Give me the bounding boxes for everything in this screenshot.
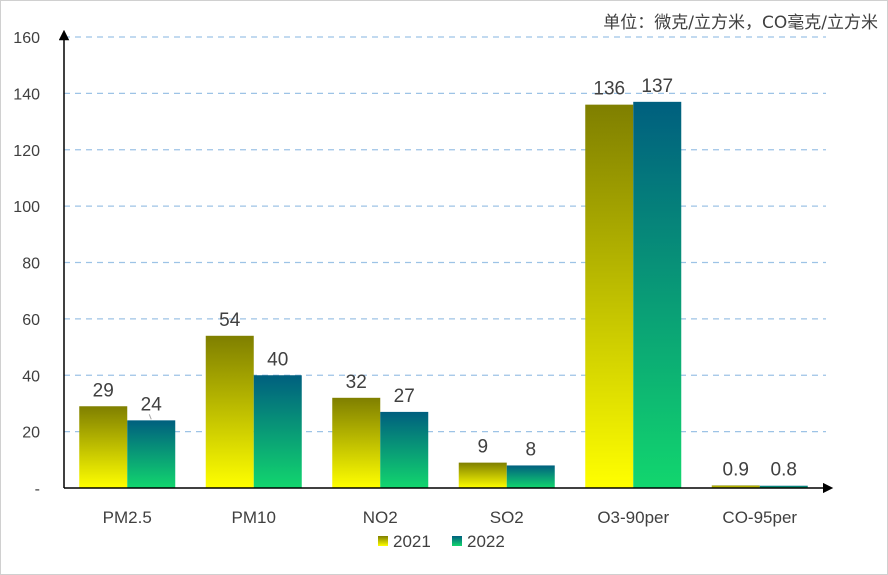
- bar-2021-O3-90per: [585, 104, 634, 489]
- y-tick-label: 120: [13, 143, 40, 160]
- bar-2022-SO2: [506, 465, 555, 488]
- bar-2022-PM2.5: [127, 420, 176, 488]
- y-tick-label: 160: [13, 30, 40, 47]
- x-tick-label: PM2.5: [103, 508, 152, 527]
- unit-label: 单位：微克/立方米，CO毫克/立方米: [603, 13, 878, 33]
- y-tick-label: 20: [22, 425, 40, 442]
- bar-2021-PM10: [205, 335, 254, 488]
- y-tick-label: 80: [22, 256, 40, 273]
- data-label: 54: [219, 310, 241, 331]
- bar-2021-PM2.5: [79, 406, 128, 488]
- data-label: 9: [477, 437, 488, 458]
- bar-2022-PM10: [253, 375, 302, 488]
- x-tick-label: O3-90per: [597, 508, 669, 527]
- legend-label-2021: 2021: [393, 532, 431, 551]
- data-label: 32: [346, 372, 367, 393]
- x-tick-label: NO2: [363, 508, 398, 527]
- data-label: 8: [525, 439, 536, 460]
- legend-swatch-2022: [452, 536, 462, 546]
- data-labels: 29 24 54 40 32 27 9 8 136 137 0.9 0.8: [93, 76, 797, 481]
- legend-swatch-2021: [378, 536, 388, 546]
- data-label: 0.9: [723, 459, 749, 480]
- label-leader-line: [148, 414, 152, 420]
- axes: - 20 40 60 80 100 120 140 160 PM2.5 PM10 NO2 SO2 O3-9…: [13, 29, 834, 527]
- x-tick-label: PM10: [232, 508, 276, 527]
- y-tick-label: 60: [22, 312, 40, 329]
- legend-label-2022: 2022: [467, 532, 505, 551]
- y-tick-label: 40: [22, 368, 40, 385]
- data-label: 29: [93, 380, 114, 401]
- legend: 2021 2022: [378, 532, 505, 551]
- bar-2021-SO2: [458, 462, 507, 488]
- y-tick-label: 140: [13, 86, 40, 103]
- bar-2022-CO-95per: [759, 485, 808, 488]
- y-tick-label: 100: [13, 199, 40, 216]
- y-tick-label: -: [35, 481, 40, 498]
- data-label: 40: [267, 349, 288, 370]
- data-label: 136: [593, 79, 625, 100]
- data-label: 27: [394, 386, 415, 407]
- data-label: 0.8: [771, 460, 797, 481]
- data-label: 137: [641, 76, 673, 97]
- bar-2021-CO-95per: [711, 485, 760, 488]
- gridlines: [64, 36, 826, 433]
- x-tick-label: CO-95per: [722, 508, 797, 527]
- x-tick-label: SO2: [490, 508, 524, 527]
- bar-2021-NO2: [332, 397, 381, 488]
- bar-2022-NO2: [380, 411, 429, 488]
- bars: [79, 101, 808, 489]
- data-label: 24: [141, 394, 163, 415]
- bar-2022-O3-90per: [633, 101, 682, 489]
